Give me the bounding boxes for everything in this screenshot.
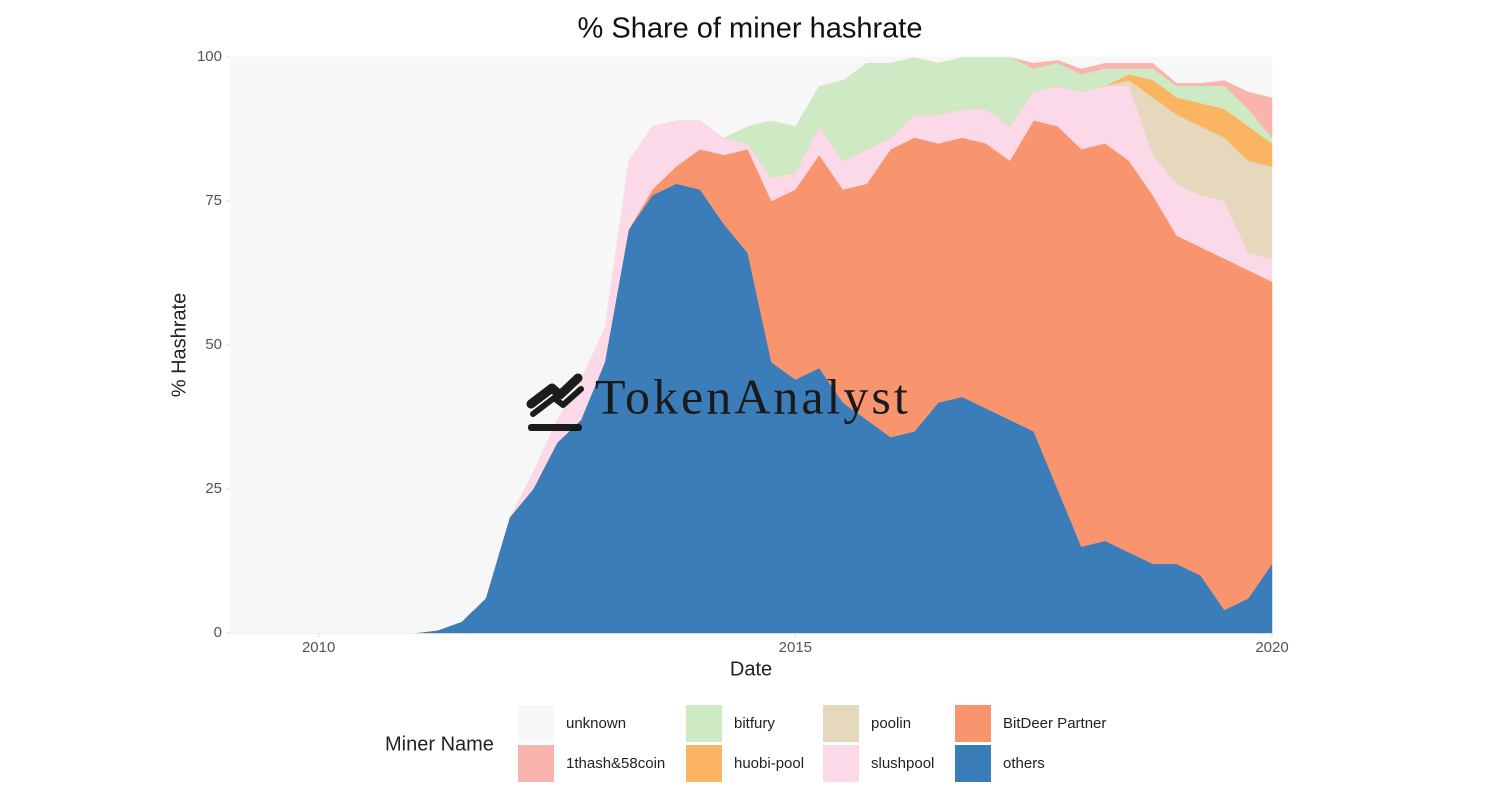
y-tick-label: 0 — [214, 624, 222, 641]
legend-swatch — [686, 745, 722, 782]
legend-label: bitfury — [734, 715, 775, 732]
legend-label: huobi-pool — [734, 755, 804, 772]
watermark-logo — [526, 373, 584, 431]
legend-swatch — [518, 745, 554, 782]
plot-area — [229, 56, 1273, 634]
y-tick-label: 100 — [197, 48, 222, 65]
legend-swatch — [823, 745, 859, 782]
chart-title: % Share of miner hashrate — [578, 13, 923, 45]
legend-swatch — [686, 705, 722, 742]
x-tick-label: 2010 — [302, 639, 335, 656]
legend-swatch — [518, 705, 554, 742]
legend-label: unknown — [566, 715, 626, 732]
legend-label: BitDeer Partner — [1003, 715, 1106, 732]
y-tick-label: 25 — [205, 480, 222, 497]
legend-swatch — [955, 705, 991, 742]
legend-title: Miner Name — [385, 733, 494, 755]
legend-swatch — [823, 705, 859, 742]
x-tick-label: 2015 — [779, 639, 812, 656]
x-axis-label: Date — [730, 658, 772, 680]
area — [229, 56, 1273, 634]
watermark: TokenAnalyst — [595, 368, 911, 424]
y-tick-label: 50 — [205, 336, 222, 353]
legend-label: others — [1003, 755, 1045, 772]
legend: unknown 1thash&58coin bitfury huobi-pool poo… — [518, 705, 1106, 782]
legend-swatch — [955, 745, 991, 782]
x-tick-label: 2020 — [1255, 639, 1288, 656]
legend-label: 1thash&58coin — [566, 755, 665, 772]
y-axis-label: % Hashrate — [168, 293, 190, 398]
legend-label: poolin — [871, 715, 911, 732]
legend-label: slushpool — [871, 755, 934, 772]
y-tick-label: 75 — [205, 192, 222, 209]
